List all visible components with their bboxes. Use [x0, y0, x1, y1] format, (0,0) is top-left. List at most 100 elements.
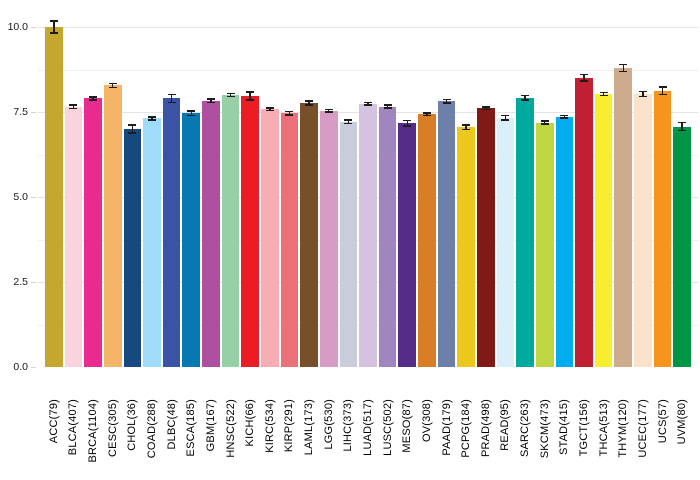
x-axis-tick-label: ESCA(185)	[185, 399, 198, 457]
error-bar-cap	[638, 95, 647, 98]
bar-uvm	[673, 126, 691, 367]
error-bar	[426, 113, 428, 116]
y-axis-tick-label: 5.0	[13, 191, 28, 203]
x-axis-tick-label: COAD(288)	[146, 399, 158, 459]
x-axis-tick-label: PRAD(498)	[479, 399, 492, 458]
error-bar-cap	[167, 101, 176, 104]
x-axis-tick-label: HNSC(522)	[224, 399, 237, 458]
x-axis-tick-label: BLCA(407)	[67, 399, 80, 456]
bar-esca	[182, 113, 201, 367]
error-bar-cap	[246, 91, 255, 93]
error-bar-cap	[108, 86, 117, 89]
error-bar	[602, 92, 605, 96]
error-bar	[524, 95, 526, 101]
error-bar	[367, 102, 369, 106]
x-axis-tick-label: SKCM(473)	[538, 399, 551, 459]
bar-laml	[300, 102, 318, 367]
bar-blca	[64, 106, 83, 367]
bar-cesc	[103, 85, 122, 367]
error-bar-cap	[678, 129, 687, 132]
bar-stad	[555, 116, 574, 367]
error-bar-cap	[442, 102, 451, 104]
x-axis-tick-label: ACC(79)	[47, 399, 60, 444]
error-bar-cap	[265, 107, 274, 109]
error-bar-cap	[49, 32, 58, 34]
error-bar-cap	[167, 93, 176, 96]
error-bar-cap	[422, 112, 431, 114]
bar-lihc	[339, 121, 358, 367]
x-axis-tick-label: OV(308)	[420, 399, 433, 442]
error-bar	[190, 110, 193, 116]
error-bar-cap	[285, 114, 294, 116]
error-bar	[543, 120, 546, 125]
x-axis-tick-label: CESC(305)	[106, 399, 119, 458]
error-bar-cap	[226, 92, 235, 95]
bar-thca	[594, 93, 613, 367]
error-bar-cap	[481, 108, 490, 111]
x-axis-tick-label: CHOL(36)	[126, 399, 139, 451]
error-bar-cap	[49, 20, 58, 22]
x-axis-tick-label: UCS(57)	[656, 399, 669, 444]
y-axis-tick	[31, 367, 36, 368]
error-bar-cap	[540, 123, 549, 125]
error-bar-cap	[265, 109, 274, 112]
y-axis-tick-label: 2.5	[13, 276, 28, 288]
error-bar	[170, 94, 173, 103]
x-axis-tick-label: DLBC(48)	[165, 399, 178, 450]
error-bar-cap	[658, 93, 667, 96]
major-gridline	[38, 27, 698, 28]
error-bar-cap	[560, 117, 569, 119]
error-bar-cap	[344, 122, 353, 125]
x-axis-tick-label: LAML(173)	[303, 399, 316, 456]
x-axis-tick-label: LIHC(373)	[342, 399, 355, 452]
error-bar	[386, 105, 389, 108]
error-bar-cap	[422, 114, 431, 117]
error-bar-cap	[246, 99, 255, 101]
bar-pcpg	[457, 127, 475, 367]
error-bar-cap	[89, 96, 98, 98]
x-axis-tick-label: GBM(167)	[204, 399, 217, 452]
bar-kirc	[261, 109, 279, 367]
error-bar-cap	[462, 128, 471, 131]
error-bar-cap	[128, 124, 137, 126]
error-bar-cap	[462, 124, 471, 126]
bar-kirp	[280, 113, 299, 367]
bar-gbm	[202, 100, 220, 367]
bar-meso	[398, 123, 417, 367]
x-axis-tick-label: THYM(120)	[617, 399, 630, 458]
bar-luad	[359, 103, 377, 367]
error-bar-cap	[619, 70, 628, 73]
error-bar-cap	[187, 110, 196, 112]
error-bar	[681, 122, 683, 131]
y-axis-tick	[31, 197, 36, 198]
x-axis-tick-label: READ(95)	[499, 399, 512, 451]
y-axis-tick-label: 7.5	[13, 106, 28, 118]
error-bar-cap	[521, 94, 530, 97]
error-bar-cap	[383, 104, 392, 106]
x-axis-tick-label: PCPG(184)	[460, 399, 473, 458]
y-axis-tick	[31, 27, 36, 28]
error-bar-cap	[187, 114, 196, 117]
y-axis-tick	[31, 282, 36, 283]
error-bar-cap	[206, 101, 215, 104]
error-bar-cap	[69, 107, 78, 110]
error-bar-cap	[501, 114, 510, 117]
x-axis-tick-label: KIRP(291)	[283, 399, 296, 453]
error-bar-cap	[148, 116, 156, 118]
bar-hnsc	[221, 95, 240, 367]
error-bar	[131, 124, 134, 134]
y-axis-tick-label: 0.0	[13, 361, 28, 373]
bar-acc	[45, 27, 63, 367]
error-bar-cap	[540, 120, 549, 122]
error-bar-cap	[599, 94, 608, 97]
x-axis-tick-label: UVM(80)	[676, 399, 689, 445]
error-bar	[92, 97, 94, 100]
error-bar	[583, 74, 585, 82]
bar-sarc	[516, 97, 534, 367]
error-bar-cap	[403, 119, 412, 122]
x-axis-tick-label: MESO(87)	[401, 399, 414, 453]
bar-kich	[241, 96, 259, 367]
x-axis-tick-label: SARC(263)	[519, 399, 532, 458]
bar-chol	[123, 129, 142, 367]
error-bar-cap	[69, 104, 78, 106]
